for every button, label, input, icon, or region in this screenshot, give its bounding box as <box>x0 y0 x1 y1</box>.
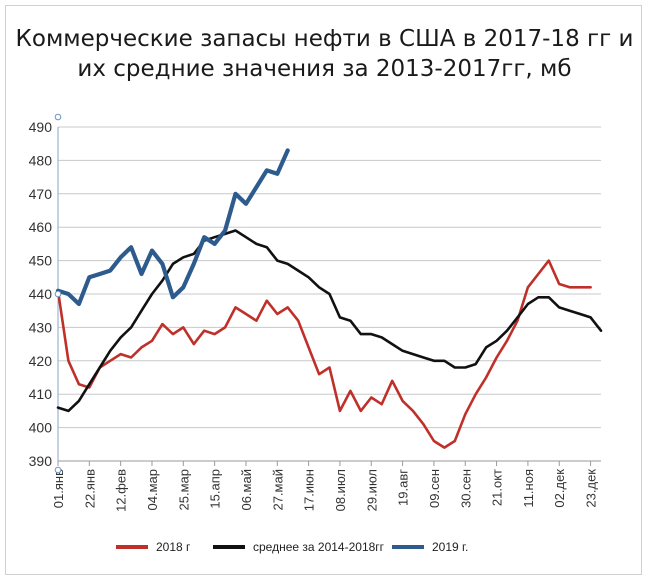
x-tick-label: 09.сен <box>427 469 442 508</box>
y-tick-label: 450 <box>29 253 53 269</box>
selection-handle[interactable] <box>54 290 62 298</box>
y-tick-label: 410 <box>29 386 53 402</box>
legend-swatch <box>116 545 148 549</box>
y-tick-label: 460 <box>29 219 53 235</box>
legend-item: 2018 г <box>116 540 190 554</box>
x-tick-label: 11.ноя <box>521 469 536 508</box>
chart-title-line-2: их средние значения за 2013-2017гг, мб <box>77 56 572 82</box>
y-axis-tick-labels: 390 400 410 420 430 440 450 460 470 480 490 <box>29 119 53 469</box>
y-tick-label: 420 <box>29 353 53 369</box>
x-tick-label: 30.сен <box>458 469 473 508</box>
series-line-2 <box>56 229 603 413</box>
x-tick-label: 04.мар <box>145 469 160 510</box>
y-tick-label: 400 <box>29 420 53 436</box>
series-line-3 <box>55 148 290 307</box>
x-tick-label: 27.май <box>270 469 285 511</box>
y-tick-label: 440 <box>29 286 53 302</box>
legend-label: 2019 г. <box>432 540 469 554</box>
series-line-1 <box>56 259 592 449</box>
series-lines <box>55 148 603 449</box>
selection-handles <box>54 113 62 474</box>
chart-title-line-1: Коммерческие запасы нефти в США в 2017-1… <box>15 26 634 52</box>
legend: 2018 г среднее за 2014-2018гг 2019 г. <box>0 540 649 560</box>
legend-swatch <box>392 545 424 549</box>
y-tick-label: 390 <box>29 453 53 469</box>
x-tick-label: 15.апр <box>208 469 223 509</box>
legend-item: среднее за 2014-2018гг <box>213 540 384 554</box>
legend-label: 2018 г <box>156 540 191 554</box>
legend-item: 2019 г. <box>392 540 468 554</box>
x-tick-label: 23.дек <box>584 469 599 508</box>
legend-label: среднее за 2014-2018гг <box>253 540 385 554</box>
x-tick-label: 19.авг <box>396 469 411 506</box>
x-tick-label: 12.фев <box>114 469 129 512</box>
chart-title: Коммерческие запасы нефти в США в 2017-1… <box>0 24 649 84</box>
y-tick-label: 430 <box>29 319 53 335</box>
y-tick-label: 480 <box>29 152 53 168</box>
y-tick-label: 470 <box>29 186 53 202</box>
x-tick-label: 21.окт <box>490 469 505 506</box>
selection-handle[interactable] <box>54 466 62 474</box>
x-tick-label: 17.июн <box>302 469 317 511</box>
y-tick-label: 490 <box>29 119 53 135</box>
x-tick-label: 01.янв <box>51 469 66 508</box>
x-tick-label: 08.июл <box>333 469 348 511</box>
x-tick-label: 06.май <box>239 469 254 511</box>
x-tick-label: 25.мар <box>176 469 191 510</box>
x-tick-label: 29.июл <box>364 469 379 511</box>
legend-swatch <box>213 545 245 549</box>
x-tick-label: 22.янв <box>82 469 97 508</box>
selection-handle[interactable] <box>54 113 62 121</box>
x-axis-tick-labels: 01.янв 22.янв 12.фев 04.мар 25.мар 15.апр 06.м… <box>51 469 599 512</box>
x-tick-label: 02.дек <box>552 469 567 508</box>
